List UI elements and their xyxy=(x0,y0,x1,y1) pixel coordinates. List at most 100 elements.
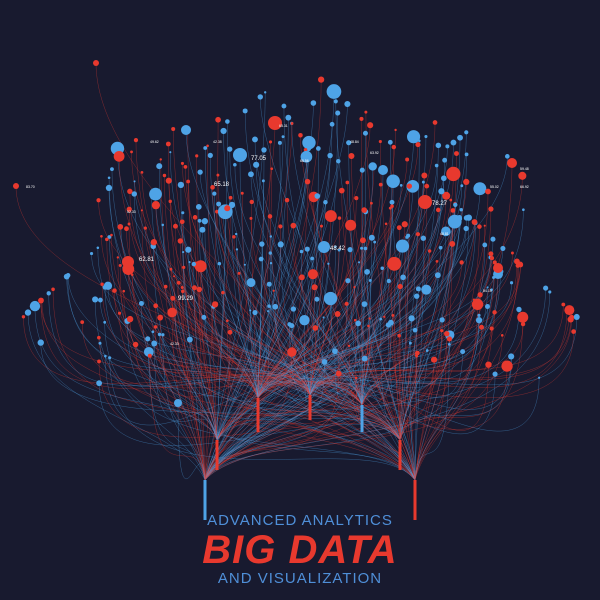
data-node xyxy=(453,202,458,207)
data-node xyxy=(266,310,270,313)
data-node xyxy=(460,184,464,188)
data-node xyxy=(290,122,294,125)
data-node xyxy=(299,315,310,326)
connection-curve xyxy=(212,187,401,441)
data-node xyxy=(92,296,99,303)
connection-curve xyxy=(217,175,311,396)
data-node xyxy=(181,289,185,294)
connection-curve xyxy=(399,145,439,441)
connection-curve xyxy=(390,142,416,481)
data-node xyxy=(327,152,333,159)
data-node xyxy=(124,226,129,232)
data-node xyxy=(169,151,172,154)
data-node xyxy=(290,222,297,229)
data-node xyxy=(425,349,429,352)
data-node xyxy=(233,162,237,167)
data-node xyxy=(261,179,265,183)
data-node xyxy=(257,94,263,100)
data-node xyxy=(459,260,464,265)
connection-curve xyxy=(309,182,424,396)
root-stems xyxy=(203,395,417,520)
connection-curve xyxy=(257,141,271,399)
data-node xyxy=(171,126,176,132)
data-node xyxy=(180,161,184,165)
connection-curve xyxy=(15,185,311,396)
data-node xyxy=(353,286,356,289)
data-node xyxy=(361,355,368,362)
data-node xyxy=(432,120,438,125)
data-node xyxy=(89,251,94,256)
data-node xyxy=(383,315,386,318)
data-node xyxy=(334,245,337,248)
data-node xyxy=(143,346,154,357)
data-node xyxy=(414,354,418,357)
node-value-label: 66.92 xyxy=(520,185,529,189)
data-node xyxy=(100,282,104,286)
connection-curve xyxy=(41,299,218,441)
connection-curve xyxy=(257,117,289,399)
connection-curve xyxy=(216,246,325,441)
data-node xyxy=(395,239,410,253)
data-node xyxy=(507,158,517,168)
data-node xyxy=(345,278,351,284)
data-node xyxy=(434,163,439,168)
data-nodes xyxy=(13,60,580,407)
data-node xyxy=(355,320,361,327)
connection-curve xyxy=(414,243,453,481)
data-node xyxy=(180,285,184,289)
connection-curve xyxy=(414,238,424,481)
data-node xyxy=(177,238,184,244)
data-node xyxy=(492,310,497,315)
node-value-label: 49.62 xyxy=(150,140,159,144)
data-node xyxy=(323,291,338,306)
data-node xyxy=(235,248,239,251)
data-node xyxy=(151,200,161,210)
data-node xyxy=(51,287,55,292)
connection-curve xyxy=(399,162,513,441)
connection-curve xyxy=(109,357,416,481)
data-node xyxy=(97,359,101,364)
data-node xyxy=(500,334,504,337)
data-node xyxy=(537,376,541,379)
data-node xyxy=(457,216,463,222)
connection-curve xyxy=(185,129,416,481)
node-value-label: 63.92 xyxy=(370,151,379,155)
data-node xyxy=(132,341,139,348)
data-node xyxy=(509,281,514,285)
connection-curve xyxy=(216,325,369,441)
data-node xyxy=(201,314,207,320)
data-node xyxy=(520,321,526,327)
data-node xyxy=(327,262,330,265)
data-node xyxy=(110,167,114,172)
data-node xyxy=(348,152,355,160)
data-node xyxy=(489,256,495,261)
data-node xyxy=(133,180,136,183)
data-node xyxy=(96,380,103,387)
node-value-label: 65.31 xyxy=(279,124,288,128)
connection-curve xyxy=(309,304,564,396)
connection-curve xyxy=(223,214,401,441)
data-node xyxy=(186,336,193,343)
connection-curve xyxy=(145,228,401,441)
data-node xyxy=(439,317,445,323)
data-node xyxy=(304,246,310,252)
data-node xyxy=(338,187,345,194)
connection-curve xyxy=(216,136,284,441)
data-node xyxy=(127,222,131,226)
data-node xyxy=(569,314,575,320)
connection-curve xyxy=(95,62,363,406)
data-node xyxy=(227,146,233,152)
data-node xyxy=(415,232,421,237)
data-node xyxy=(367,324,370,328)
connection-curve xyxy=(216,175,425,441)
connection-curve xyxy=(205,148,259,399)
data-node xyxy=(412,327,418,333)
data-node xyxy=(145,336,151,342)
data-node xyxy=(516,306,522,313)
data-node xyxy=(477,224,482,229)
data-node xyxy=(122,256,134,268)
data-node xyxy=(315,146,321,151)
data-node xyxy=(435,207,441,213)
data-node xyxy=(501,360,513,372)
